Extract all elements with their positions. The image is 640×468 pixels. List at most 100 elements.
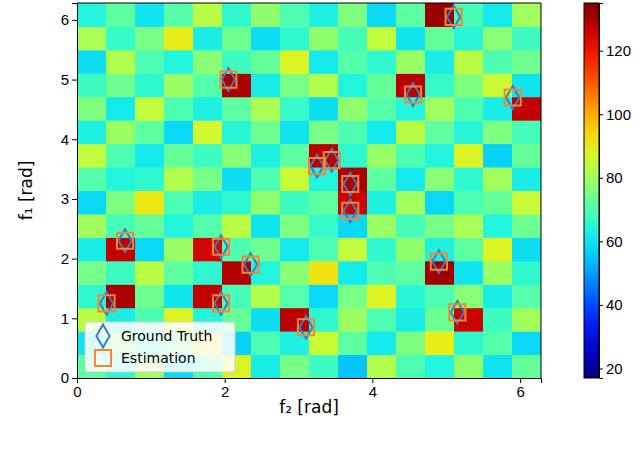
heatmap-cell (396, 144, 426, 168)
heatmap-cell (454, 26, 484, 50)
heatmap-cell (193, 214, 223, 238)
heatmap-cell (77, 120, 107, 144)
heatmap-cell (193, 167, 223, 191)
heatmap-cell (164, 144, 194, 168)
marker (431, 254, 447, 270)
heatmap-cell (280, 355, 310, 378)
heatmap-cell (425, 167, 455, 191)
tick-label: 0 (73, 383, 81, 400)
tick-label: 0 (61, 369, 69, 386)
heatmap-cell (222, 120, 252, 144)
heatmap-cell (280, 3, 310, 27)
tick: 60 (599, 233, 623, 250)
tick: 20 (599, 360, 623, 377)
heatmap-cell (483, 214, 513, 238)
tick: 0 (61, 369, 77, 386)
heatmap-cell (106, 120, 136, 144)
heatmap-cell (425, 331, 455, 355)
heatmap-cell (367, 3, 397, 27)
tick-label: 100 (606, 106, 631, 123)
heatmap-cell (425, 26, 455, 50)
heatmap-cell (135, 261, 165, 285)
heatmap-cell (425, 355, 455, 378)
heatmap-cell (338, 284, 368, 308)
heatmap-cell (164, 26, 194, 50)
heatmap-cell (193, 73, 223, 97)
heatmap-cell (396, 237, 426, 261)
heatmap-cell (77, 167, 107, 191)
heatmap-cell (338, 331, 368, 355)
heatmap-cell (135, 237, 165, 261)
tick-label: 120 (606, 42, 631, 59)
heatmap-cell (251, 284, 281, 308)
heatmap-cell (135, 26, 165, 50)
heatmap-cell (396, 284, 426, 308)
tick-mark (599, 51, 603, 52)
axis-line (600, 4, 604, 379)
tick: 5 (61, 71, 77, 88)
heatmap-cell (135, 214, 165, 238)
heatmap-cell (396, 26, 426, 50)
heatmap-cell (135, 284, 165, 308)
heatmap-cell (425, 120, 455, 144)
x-label: f₂ [rad] (279, 397, 339, 417)
legend-marker (95, 350, 111, 366)
tick-mark (599, 114, 603, 115)
heatmap-cell (454, 50, 484, 74)
heatmap-cell (251, 73, 281, 97)
heatmap-cell (512, 144, 541, 168)
heatmap-cell (425, 73, 455, 97)
heatmap-cell (135, 167, 165, 191)
heatmap-cell (367, 308, 397, 332)
heatmap-cell (512, 308, 541, 332)
marker (220, 72, 236, 88)
heatmap-cell (251, 97, 281, 121)
heatmap-cell (454, 214, 484, 238)
heatmap-cell (77, 73, 107, 97)
heatmap-cell (164, 3, 194, 27)
heatmap-cell (251, 167, 281, 191)
heatmap-cell (425, 214, 455, 238)
heatmap-cell (193, 144, 223, 168)
heatmap-cell (309, 97, 339, 121)
heatmap-cell (222, 97, 252, 121)
heatmap-cell (135, 120, 165, 144)
heatmap-cell (396, 214, 426, 238)
tick-label: 2 (221, 383, 229, 400)
heatmap-cell (222, 167, 252, 191)
tick: 4 (61, 131, 77, 148)
heatmap-cell (483, 167, 513, 191)
heatmap-cell (77, 26, 107, 50)
tick-label: 1 (61, 310, 69, 327)
heatmap-cell (512, 284, 541, 308)
heatmap-cell (338, 237, 368, 261)
heatmap-cell (454, 73, 484, 97)
heatmap-cell (135, 50, 165, 74)
heatmap-cell (367, 73, 397, 97)
heatmap-cell (367, 331, 397, 355)
heatmap-cell (77, 97, 107, 121)
tick-label: 2 (61, 250, 69, 267)
heatmap-cell (280, 73, 310, 97)
heatmap-cell (309, 191, 339, 215)
frame (77, 3, 541, 4)
heatmap-cell (164, 261, 194, 285)
marker (309, 158, 325, 174)
heatmap-cell (251, 214, 281, 238)
heatmap-cell (483, 308, 513, 332)
tick: 4 (369, 378, 377, 400)
heatmap-cell (77, 261, 107, 285)
tick-label: 80 (606, 169, 623, 186)
heatmap-cell (483, 3, 513, 27)
heatmap-cell (396, 355, 426, 378)
heatmap-cell (193, 26, 223, 50)
heatmap-cell (251, 308, 281, 332)
heatmap-cell (367, 261, 397, 285)
heatmap-cell (483, 261, 513, 285)
heatmap-cell (483, 191, 513, 215)
heatmap-cell (338, 120, 368, 144)
heatmap-cell (512, 26, 541, 50)
tick: 1 (61, 310, 77, 327)
heatmap-cell (280, 214, 310, 238)
tick: 80 (599, 169, 623, 186)
